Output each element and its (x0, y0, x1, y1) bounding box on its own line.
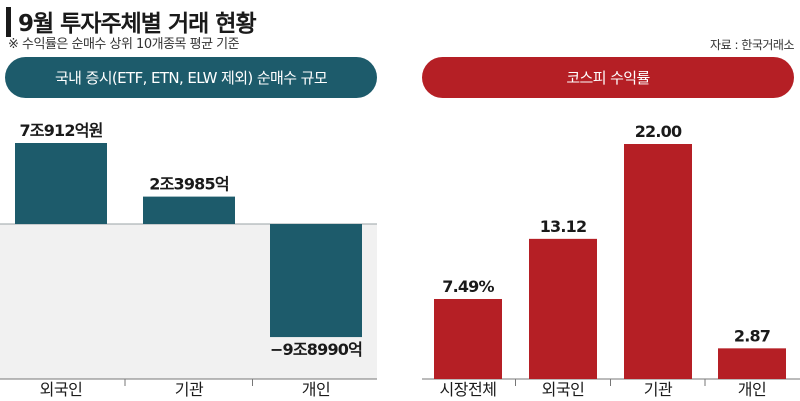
right-category-label: 시장전체 (440, 380, 497, 399)
left-value-label: −9조8990억 (270, 340, 362, 359)
right-category-label: 외국인 (542, 380, 585, 399)
left-category-label: 외국인 (40, 380, 83, 399)
left-category-label: 개인 (302, 380, 330, 399)
page-title: 9월 투자주체별 거래 현황 (18, 11, 257, 37)
left-bar (143, 196, 235, 224)
footnote: ※ 수익률은 순매수 상위 10개종목 평균 기준 (8, 37, 240, 52)
right-value-label: 22.00 (635, 122, 682, 141)
left-value-label: 2조3985억 (149, 175, 229, 194)
right-category-label: 개인 (738, 380, 766, 399)
right-bar (434, 298, 502, 379)
right-bar (624, 144, 692, 379)
right-chart-title: 코스피 수익률 (422, 57, 794, 98)
right-bar (718, 348, 786, 379)
title-accent-bar (6, 7, 11, 37)
right-category-label: 기관 (644, 380, 673, 399)
left-bar (15, 143, 107, 224)
right-value-label: 2.87 (734, 326, 770, 345)
source-label: 자료 : 한국거래소 (710, 38, 794, 52)
right-bar (529, 238, 597, 379)
left-bar (270, 224, 362, 338)
left-value-label: 7조912억원 (19, 121, 102, 140)
left-category-label: 기관 (175, 380, 204, 399)
right-value-label: 7.49% (442, 277, 494, 296)
right-value-label: 13.12 (540, 217, 587, 236)
left-chart-title: 국내 증시(ETF, ETN, ELW 제외) 순매수 규모 (5, 57, 377, 98)
